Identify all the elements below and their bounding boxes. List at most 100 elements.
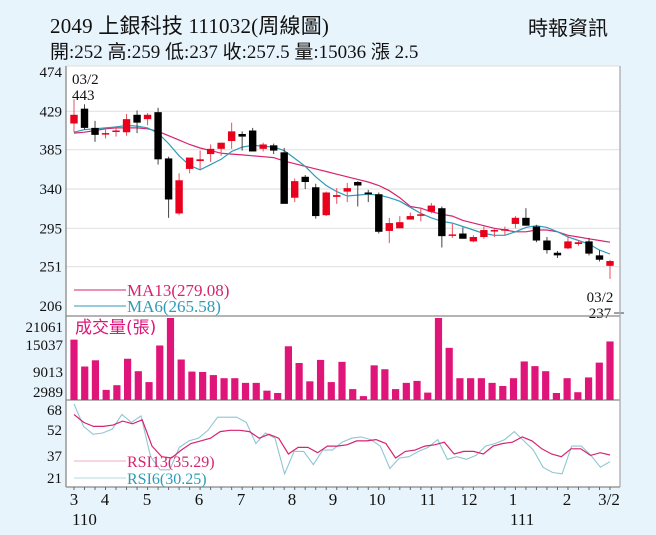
volume-bar [241, 382, 250, 400]
candle-body [101, 133, 110, 135]
volume-bar [381, 369, 389, 400]
volume-bar [209, 375, 217, 400]
ohlc-summary: 開:252 高:259 低:237 收:257.5 量:15036 漲 2.5 [50, 42, 419, 63]
price-tick-label: 474 [40, 65, 63, 81]
candle-body [564, 241, 572, 249]
candle-body [112, 130, 120, 132]
candle-body [280, 152, 288, 204]
volume-bar [284, 346, 292, 400]
volume-bar [220, 378, 228, 400]
candle-body [80, 108, 89, 128]
volume-bar [145, 382, 153, 400]
volume-bar [552, 392, 560, 400]
volume-bar [316, 359, 325, 400]
volume-bar [81, 366, 89, 400]
x-month-label: 3/2 [598, 490, 620, 509]
candle-body [354, 182, 362, 186]
price-tick-label: 340 [40, 182, 63, 198]
candle-body [322, 192, 330, 216]
volume-bar [424, 392, 432, 400]
volume-bar [402, 382, 410, 400]
volume-bar [263, 390, 271, 400]
candle-body [469, 237, 478, 242]
candle-body [522, 217, 530, 226]
candle-body [480, 230, 488, 238]
candle-body [417, 214, 425, 216]
candle-body [385, 223, 393, 231]
price-tick-label: 295 [40, 221, 63, 237]
volume-bar [488, 382, 496, 400]
candle-body [343, 188, 351, 192]
x-month-label: 7 [237, 490, 246, 509]
volume-tick-label: 9013 [33, 365, 63, 381]
candle-body [143, 114, 152, 120]
volume-bar [231, 378, 239, 400]
x-month-label: 4 [101, 490, 110, 509]
candle-body [459, 233, 467, 239]
volume-bar [70, 339, 78, 400]
candle-body [91, 127, 99, 135]
ma-legend-label: MA6(265.58) [127, 297, 221, 316]
x-month-label: 10 [369, 490, 386, 509]
x-month-label: 5 [143, 490, 152, 509]
candle-body [175, 180, 183, 214]
high-date-label: 03/2 [72, 72, 99, 88]
volume-tick-label: 21061 [26, 320, 64, 336]
ma13-line [73, 127, 611, 243]
volume-bar [477, 378, 485, 400]
candle-body [154, 112, 162, 160]
low-date-label: 03/2 [587, 290, 614, 306]
volume-bar [327, 382, 335, 400]
candle-body [196, 159, 204, 162]
volume-bar [177, 359, 185, 400]
volume-bar [467, 378, 475, 400]
candle-body [206, 148, 215, 155]
volume-bar [413, 380, 421, 400]
x-year-label: 111 [510, 510, 534, 529]
candle-body [501, 229, 509, 231]
x-month-label: 8 [288, 490, 297, 509]
candle-body [238, 133, 246, 137]
candle-body [595, 255, 604, 260]
volume-bar [359, 396, 368, 400]
candle-body [543, 240, 551, 251]
volume-bar [456, 378, 464, 400]
volume-bar [338, 361, 346, 400]
volume-bar [584, 377, 593, 400]
candle-body [227, 131, 236, 141]
volume-tick-label: 15037 [26, 338, 64, 354]
candle-body [490, 230, 499, 232]
volume-bar [392, 389, 400, 400]
candle-body [438, 208, 446, 237]
candle-body [291, 181, 299, 198]
volume-bar [509, 378, 518, 400]
volume-bar [274, 392, 282, 400]
volume-tick-label: 2989 [33, 385, 63, 401]
candle-body [427, 205, 436, 212]
source-label: 時報資訊 [528, 18, 608, 40]
volume-bar [595, 362, 603, 400]
candle-body [259, 144, 267, 149]
candle-body [553, 252, 562, 256]
candle-body [164, 158, 173, 200]
volume-bar [499, 385, 507, 400]
rsi-tick-label: 37 [47, 449, 63, 465]
volume-bar [445, 347, 453, 400]
price-tick-label: 206 [40, 299, 63, 315]
rsi-tick-label: 52 [47, 423, 62, 439]
volume-bar [563, 378, 571, 400]
candle-body [606, 261, 614, 266]
candle-body [185, 157, 194, 169]
rsi-legend-label: RSI13(35.29) [127, 454, 215, 471]
candle-body [406, 216, 415, 220]
rsi-legend-label: RSI6(30.25) [127, 471, 207, 488]
volume-bar [370, 365, 378, 400]
x-month-label: 6 [195, 490, 204, 509]
volume-bar [542, 371, 550, 400]
volume-bar [199, 371, 207, 400]
chart-title: 2049 上銀科技 111032(周線圖) [50, 14, 330, 38]
volume-bar [124, 358, 132, 400]
ma6-line [73, 124, 611, 255]
x-year-label: 110 [72, 510, 97, 529]
